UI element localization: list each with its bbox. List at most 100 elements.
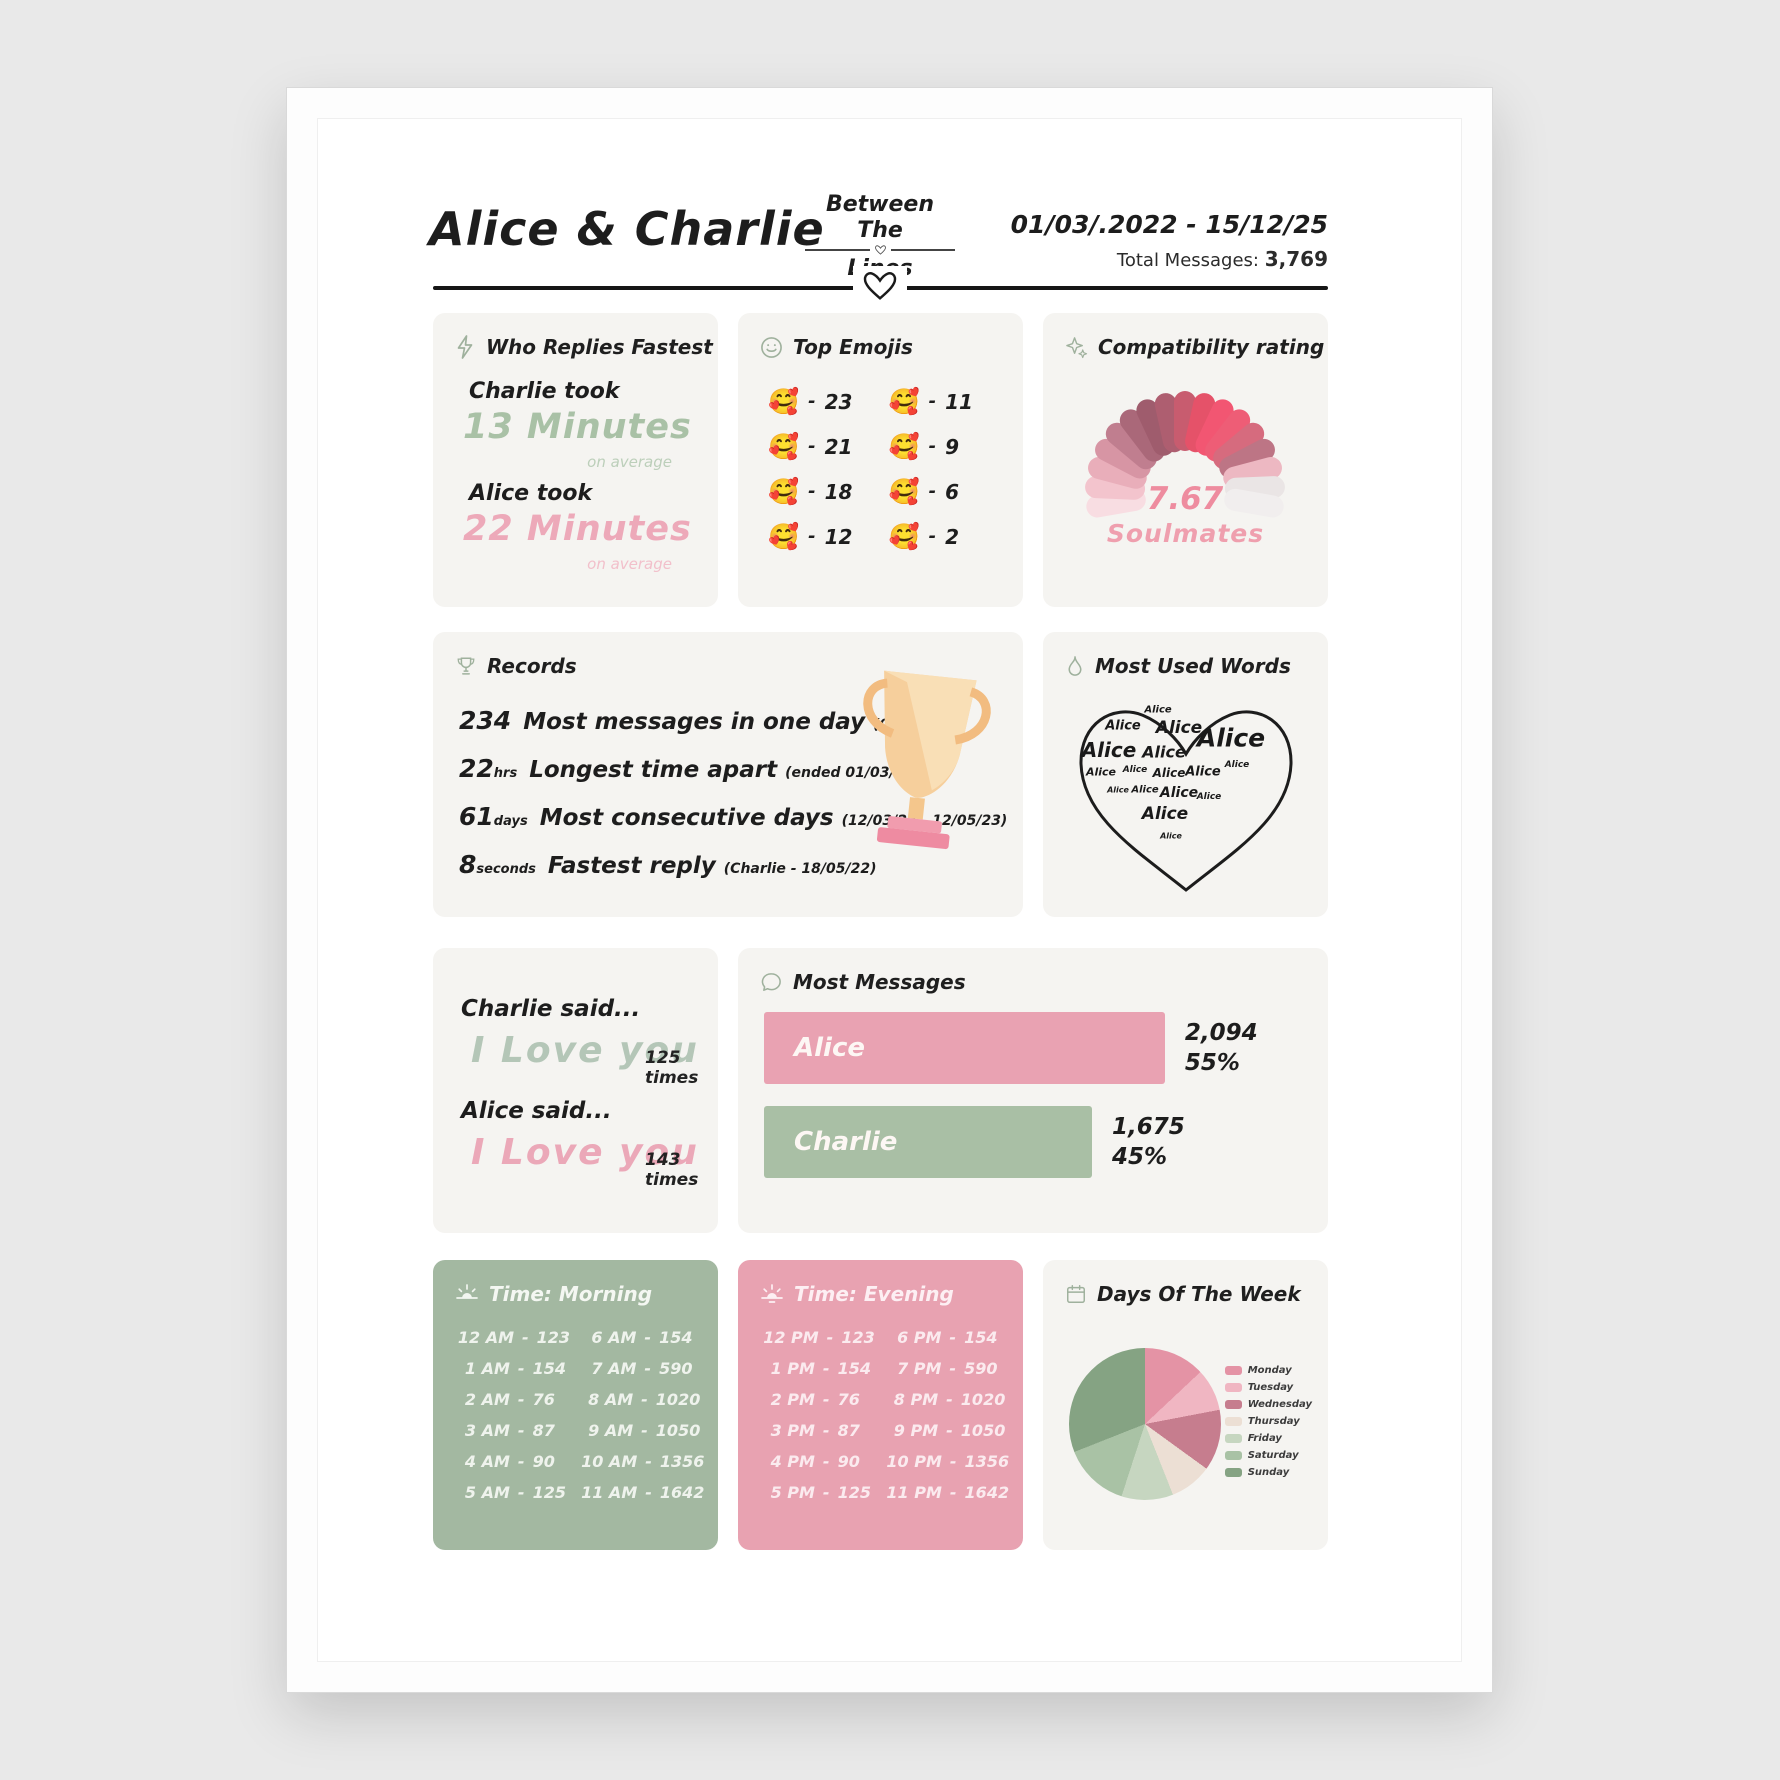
card-title: Compatibility rating xyxy=(1098,335,1325,359)
emoji-count: 18 xyxy=(824,479,853,504)
record-row: 8seconds Fastest reply (Charlie - 18/05/22… xyxy=(459,850,876,879)
emoji-row: 🥰 - 9 xyxy=(889,424,1010,469)
card-love-quotes: Charlie said... I Love you 125 times Ali… xyxy=(433,948,718,1233)
time-separator: - xyxy=(822,1452,830,1471)
time-row: 1 AM - 154 xyxy=(453,1353,580,1384)
time-row: 10 AM - 1356 xyxy=(580,1446,707,1477)
time-label: 7 AM xyxy=(591,1359,637,1378)
heart-face-emoji: 🥰 xyxy=(768,521,800,551)
card-time-morning: Time: Morning 12 AM - 123 xyxy=(433,1260,718,1550)
time-label: 7 PM xyxy=(897,1359,942,1378)
reply-time-suffix: on average xyxy=(587,453,672,471)
message-bars: Alice 2,094 55% Charlie 1,675 xyxy=(764,1012,1308,1200)
time-row: 4 PM - 90 xyxy=(758,1446,885,1477)
time-count: 125 xyxy=(532,1483,566,1502)
legend-item: Thursday xyxy=(1224,1413,1312,1430)
time-row: 2 PM - 76 xyxy=(758,1384,885,1415)
time-separator: - xyxy=(949,1483,957,1502)
emoji-count-separator: - xyxy=(808,391,816,412)
bar-percent: 45% xyxy=(1112,1144,1168,1170)
reply-time-suffix: on average xyxy=(587,555,672,573)
card-title: Records xyxy=(487,654,577,678)
card-title: Most Used Words xyxy=(1095,654,1291,678)
time-label: 4 PM xyxy=(770,1452,815,1471)
time-row: 11 AM - 1642 xyxy=(580,1477,707,1508)
card-most-messages: Most Messages Alice 2,094 55% xyxy=(738,948,1328,1233)
cloud-word: Alice xyxy=(1142,742,1186,762)
emoji-count: 6 xyxy=(945,479,960,504)
time-separator: - xyxy=(517,1452,525,1471)
cloud-word: Alice xyxy=(1144,704,1172,716)
record-label: Fastest reply xyxy=(547,853,716,879)
time-row: 7 AM - 590 xyxy=(580,1353,707,1384)
bar-values: 1,675 45% xyxy=(1112,1112,1185,1172)
time-count: 123 xyxy=(536,1328,571,1347)
bar-count: 2,094 xyxy=(1184,1020,1258,1046)
time-label: 6 PM xyxy=(897,1328,942,1347)
lightning-icon xyxy=(457,335,473,359)
time-separator: - xyxy=(517,1390,525,1409)
record-value: 8 xyxy=(459,850,477,879)
cloud-word: Alice xyxy=(1105,718,1141,734)
legend-swatch xyxy=(1224,1366,1242,1375)
bar-person-name: Alice xyxy=(794,1033,865,1063)
time-label: 6 AM xyxy=(591,1328,637,1347)
bar-values: 2,094 55% xyxy=(1185,1018,1258,1078)
sparkle-icon xyxy=(1066,336,1088,358)
legend-item: Friday xyxy=(1224,1430,1312,1447)
time-separator: - xyxy=(946,1390,953,1409)
emoji-count: 11 xyxy=(945,389,973,414)
message-bar-row: Alice 2,094 55% xyxy=(764,1012,1308,1084)
time-row: 1 PM - 154 xyxy=(758,1353,885,1384)
emoji-row: 🥰 - 6 xyxy=(889,469,1010,514)
cloud-word: Alice xyxy=(1196,792,1222,802)
cloud-word: Alice xyxy=(1081,738,1137,762)
card-top-emojis: Top Emojis 🥰 - 23 🥰 - 21 xyxy=(738,313,1023,607)
compatibility-score: 7.67 xyxy=(1146,481,1224,517)
heart-face-emoji: 🥰 xyxy=(768,431,800,461)
bar-person-name: Charlie xyxy=(794,1127,898,1157)
emoji-count: 23 xyxy=(824,389,853,414)
total-messages-label: Total Messages: xyxy=(1116,250,1259,271)
legend-label: Thursday xyxy=(1247,1416,1300,1427)
heart-icon xyxy=(863,272,897,300)
time-row: 8 PM - 1020 xyxy=(885,1384,1012,1415)
card-title: Time: Morning xyxy=(489,1282,653,1306)
calendar-icon xyxy=(1067,1285,1085,1303)
card-title: Who Replies Fastest xyxy=(486,335,713,359)
reply-time: 13 Minutes xyxy=(463,407,692,447)
card-who-replies-fastest: Who Replies Fastest Charlie took 13 Minu… xyxy=(433,313,718,607)
legend-swatch xyxy=(1224,1400,1242,1409)
time-separator: - xyxy=(641,1390,648,1409)
time-label: 8 AM xyxy=(588,1390,634,1409)
poster-frame: Alice & Charlie Between The Lines 01/03/… xyxy=(287,88,1492,1692)
card-title: Days Of The Week xyxy=(1097,1282,1301,1306)
record-unit: seconds xyxy=(476,862,536,877)
brand-divider xyxy=(805,245,955,255)
time-row: 7 PM - 590 xyxy=(885,1353,1012,1384)
poster: Alice & Charlie Between The Lines 01/03/… xyxy=(317,118,1462,1662)
speech-bubble-icon xyxy=(761,972,781,991)
legend-label: Sunday xyxy=(1247,1467,1290,1478)
time-row: 9 AM - 1050 xyxy=(580,1415,707,1446)
card-title: Time: Evening xyxy=(794,1282,954,1306)
record-label: Longest time apart xyxy=(529,757,778,783)
heart-outline xyxy=(1079,710,1293,892)
compatibility-gauge: 7.67 xyxy=(1070,369,1300,520)
time-row: 9 PM - 1050 xyxy=(885,1415,1012,1446)
bar-count: 1,675 xyxy=(1112,1114,1185,1140)
time-label: 3 AM xyxy=(464,1421,510,1440)
time-column-early: 12 AM - 123 1 AM - 154 xyxy=(453,1322,580,1508)
time-count: 76 xyxy=(837,1390,860,1409)
date-range: 01/03/.2022 - 15/12/25 xyxy=(1010,210,1328,239)
time-separator: - xyxy=(645,1483,652,1502)
time-count: 1050 xyxy=(655,1421,701,1440)
record-value: 22 xyxy=(459,754,494,783)
time-label: 2 PM xyxy=(770,1390,815,1409)
time-separator: - xyxy=(517,1421,525,1440)
legend-item: Saturday xyxy=(1224,1447,1312,1464)
total-messages: Total Messages: 3,769 xyxy=(1011,247,1328,271)
time-label: 10 AM xyxy=(581,1452,638,1471)
record-value: 234 xyxy=(459,706,512,735)
